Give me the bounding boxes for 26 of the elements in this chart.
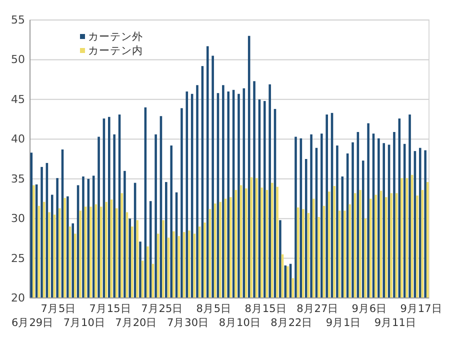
x-tick-label: 7月5日 [40, 303, 76, 315]
x-tick-label: 8月5日 [196, 303, 232, 315]
x-tick-label: 7月15日 [89, 303, 132, 315]
y-tick-label: 30 [11, 212, 25, 226]
x-tick-label: 7月30日 [167, 317, 210, 329]
legend-label: カーテン外 [88, 31, 143, 43]
x-tick-label: 9月17日 [400, 303, 442, 315]
x-tick-label: 9月6日 [352, 303, 388, 315]
x-tick-label: 8月10日 [218, 317, 261, 329]
y-tick-label: 55 [11, 14, 25, 27]
y-tick-label: 20 [11, 292, 25, 305]
x-tick-label: 6月29日 [12, 317, 54, 329]
y-tick-label: 35 [11, 172, 25, 186]
x-tick-label: 7月20日 [115, 317, 158, 329]
y-tick-label: 40 [11, 132, 25, 146]
legend-label: カーテン内 [88, 44, 143, 57]
x-tick-label: 8月15日 [244, 303, 287, 315]
x-tick-label: 7月25日 [141, 303, 184, 315]
x-tick-label: 7月10日 [63, 317, 106, 329]
x-tick-label: 8月27日 [296, 303, 339, 315]
y-tick-label: 25 [11, 252, 25, 265]
x-tick-label: 9月1日 [326, 317, 362, 329]
x-tick-label: 9月11日 [374, 317, 416, 329]
y-tick-label: 45 [11, 92, 25, 106]
y-tick-label: 50 [11, 53, 25, 66]
x-tick-label: 8月22日 [270, 317, 313, 329]
